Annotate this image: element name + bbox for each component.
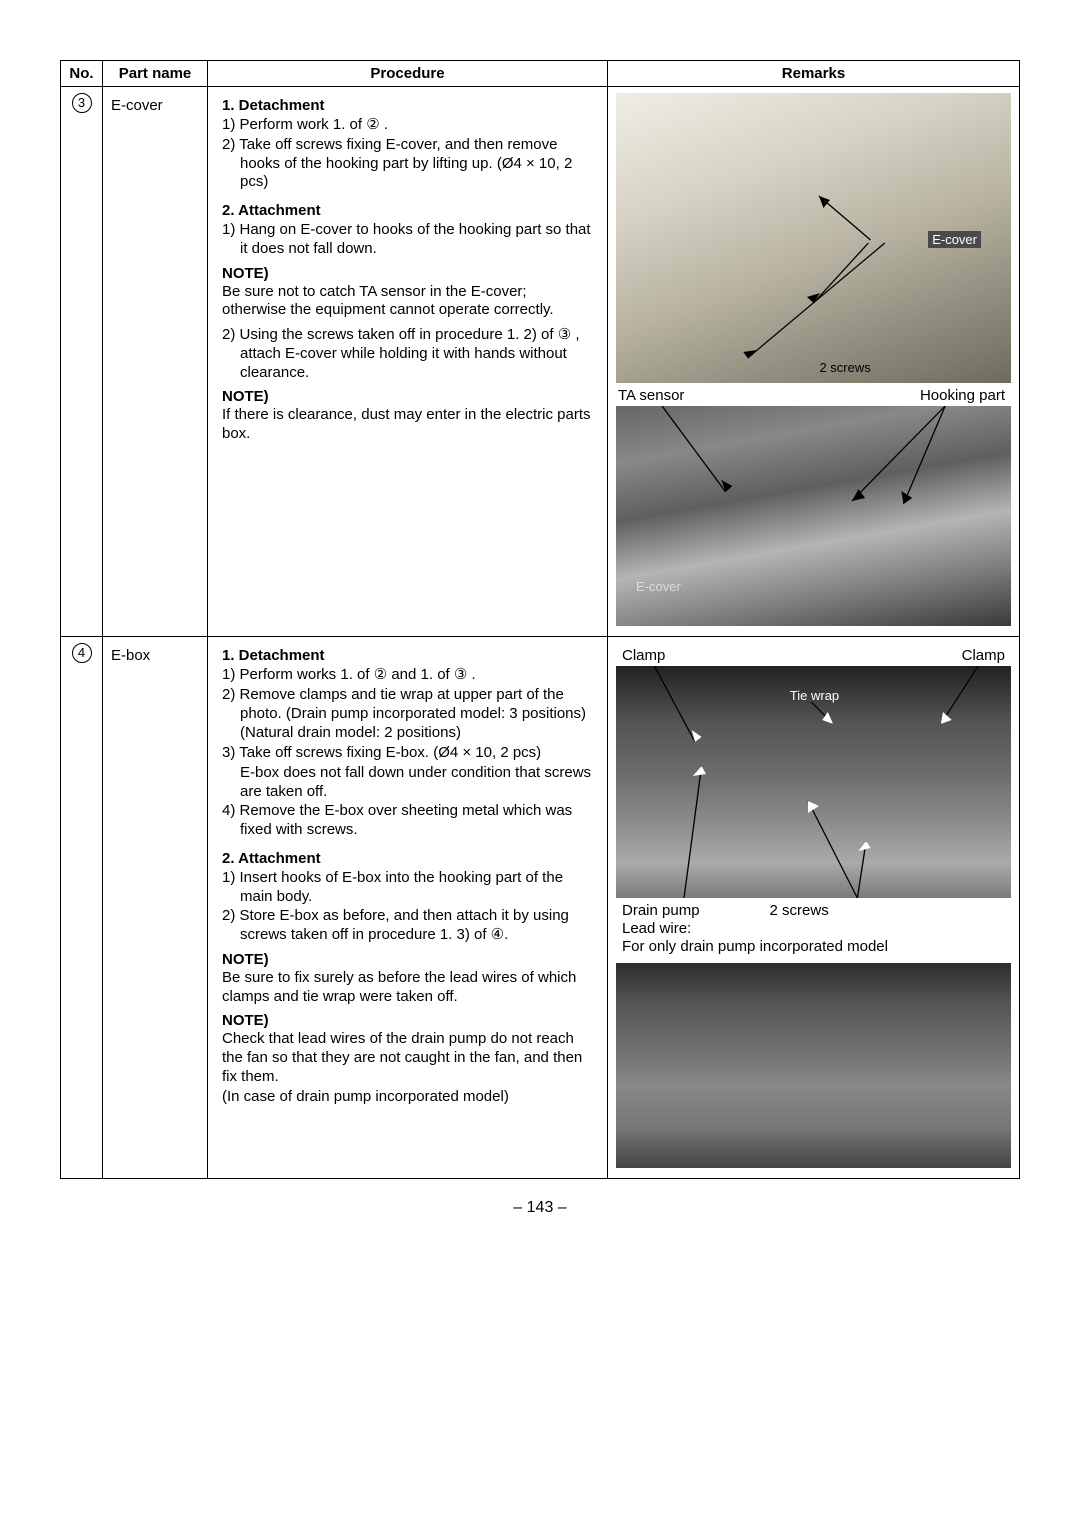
section-title: 1. Detachment: [222, 647, 593, 664]
procedure-step: 2) Using the screws taken off in procedu…: [222, 326, 593, 382]
image-label: Lead wire:: [622, 920, 1011, 937]
note-title: NOTE): [222, 951, 593, 968]
header-procedure: Procedure: [208, 61, 608, 87]
procedure-table: No. Part name Procedure Remarks 3 E-cove…: [60, 60, 1020, 1179]
image-label: TA sensor: [618, 387, 684, 404]
note-body: Be sure to fix surely as before the lead…: [222, 969, 593, 1007]
table-row: 4 E-box 1. Detachment 1) Perform works 1…: [61, 637, 1020, 1179]
image-label: Hooking part: [920, 387, 1005, 404]
procedure-cell: 1. Detachment 1) Perform work 1. of ② . …: [208, 87, 608, 637]
photo-ecover-top: E-cover 2 screws: [616, 93, 1011, 383]
image-label: For only drain pump incorporated model: [622, 938, 1011, 955]
note-body: Check that lead wires of the drain pump …: [222, 1030, 593, 1086]
image-label: 2 screws: [770, 902, 829, 919]
note-title: NOTE): [222, 1012, 593, 1029]
section-title: 2. Attachment: [222, 850, 593, 867]
procedure-step-sub: E-box does not fall down under condition…: [222, 764, 593, 802]
circled-number: 3: [72, 93, 92, 113]
procedure-step: 3) Take off screws fixing E-box. (Ø4 × 1…: [222, 744, 593, 763]
photo-ebox-bottom: [616, 963, 1011, 1168]
header-no: No.: [61, 61, 103, 87]
header-part: Part name: [103, 61, 208, 87]
procedure-step: 1) Perform work 1. of ② .: [222, 116, 593, 135]
image-label: E-cover: [636, 579, 681, 594]
procedure-step: 2) Store E-box as before, and then attac…: [222, 907, 593, 945]
remarks-cell: E-cover 2 screws TA sensor Hooking part …: [608, 87, 1020, 637]
procedure-step: 1) Insert hooks of E-box into the hookin…: [222, 869, 593, 907]
photo-ebox-top: Tie wrap: [616, 666, 1011, 898]
note-body: Be sure not to catch TA sensor in the E-…: [222, 283, 593, 321]
procedure-step-sub: (Natural drain model: 2 positions): [222, 724, 593, 743]
remarks-cell: Clamp Clamp Tie wrap Drai: [608, 637, 1020, 1179]
image-label: Clamp: [962, 647, 1005, 664]
header-row: No. Part name Procedure Remarks: [61, 61, 1020, 87]
image-label: Clamp: [622, 647, 665, 664]
note-body: If there is clearance, dust may enter in…: [222, 406, 593, 444]
part-name-cell: E-cover: [103, 87, 208, 637]
between-labels: Clamp Clamp: [622, 647, 1005, 664]
image-label: Drain pump: [622, 902, 700, 919]
row-number-cell: 3: [61, 87, 103, 637]
annotation-overlay: [616, 666, 1011, 898]
image-label: 2 screws: [819, 360, 870, 375]
note-title: NOTE): [222, 388, 593, 405]
circled-number: 4: [72, 643, 92, 663]
row-number-cell: 4: [61, 637, 103, 1179]
table-row: 3 E-cover 1. Detachment 1) Perform work …: [61, 87, 1020, 637]
procedure-step: 1) Perform works 1. of ② and 1. of ③ .: [222, 666, 593, 685]
procedure-step: 2) Take off screws fixing E-cover, and t…: [222, 136, 593, 192]
page-number: – 143 –: [60, 1199, 1020, 1217]
photo-ecover-bottom: E-cover: [616, 406, 1011, 626]
section-title: 1. Detachment: [222, 97, 593, 114]
image-label: E-cover: [928, 231, 981, 248]
between-labels: TA sensor Hooking part: [618, 387, 1005, 404]
note-title: NOTE): [222, 265, 593, 282]
procedure-cell: 1. Detachment 1) Perform works 1. of ② a…: [208, 637, 608, 1179]
note-body: (In case of drain pump incorporated mode…: [222, 1088, 593, 1107]
section-title: 2. Attachment: [222, 202, 593, 219]
below-labels: Drain pump 2 screws: [622, 902, 1011, 919]
procedure-step: 4) Remove the E-box over sheeting metal …: [222, 802, 593, 840]
part-name-cell: E-box: [103, 637, 208, 1179]
procedure-step: 2) Remove clamps and tie wrap at upper p…: [222, 686, 593, 724]
procedure-step: 1) Hang on E-cover to hooks of the hooki…: [222, 221, 593, 259]
header-remarks: Remarks: [608, 61, 1020, 87]
